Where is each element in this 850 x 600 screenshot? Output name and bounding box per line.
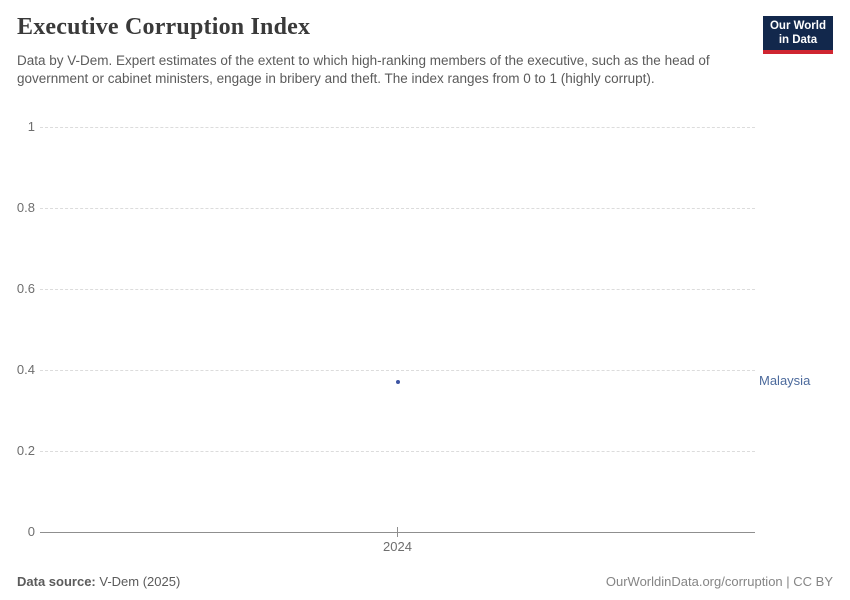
y-tick-label: 0.4 bbox=[16, 362, 35, 377]
data-source-value: V-Dem (2025) bbox=[99, 574, 181, 589]
chart-footer: Data source: V-Dem (2025) OurWorldinData… bbox=[17, 574, 833, 589]
owid-logo-line1: Our World bbox=[769, 20, 826, 32]
y-axis-labels: 1 0.8 0.6 0.4 0.2 0 bbox=[0, 119, 35, 539]
attribution-link[interactable]: OurWorldinData.org/corruption | CC BY bbox=[605, 574, 833, 589]
plot-area: Malaysia 2024 bbox=[40, 127, 810, 554]
chart-subtitle: Data by V-Dem. Expert estimates of the e… bbox=[17, 53, 710, 86]
y-tick-label: 0.6 bbox=[16, 281, 35, 296]
entity-label[interactable]: Malaysia bbox=[759, 373, 811, 389]
y-tick-label: 0.2 bbox=[16, 443, 35, 458]
x-tick-label: 2024 bbox=[383, 539, 412, 554]
owid-logo[interactable]: Our World in Data bbox=[762, 16, 833, 54]
y-tick-label: 0.8 bbox=[16, 200, 35, 215]
data-point[interactable] bbox=[395, 380, 400, 385]
y-tick-label: 1 bbox=[27, 119, 35, 134]
x-axis-line bbox=[40, 532, 755, 533]
x-axis: 2024 bbox=[40, 527, 755, 558]
gridline bbox=[40, 127, 755, 128]
page-title: Executive Corruption Index bbox=[17, 14, 311, 40]
gridline bbox=[40, 451, 755, 452]
y-tick-label: 0 bbox=[27, 524, 35, 539]
owid-logo-line2: in Data bbox=[778, 33, 818, 46]
gridline bbox=[40, 289, 755, 290]
data-source-label: Data source: bbox=[17, 574, 96, 589]
data-source: Data source: V-Dem (2025) bbox=[17, 574, 180, 589]
gridline bbox=[40, 208, 755, 209]
gridline bbox=[40, 370, 755, 371]
